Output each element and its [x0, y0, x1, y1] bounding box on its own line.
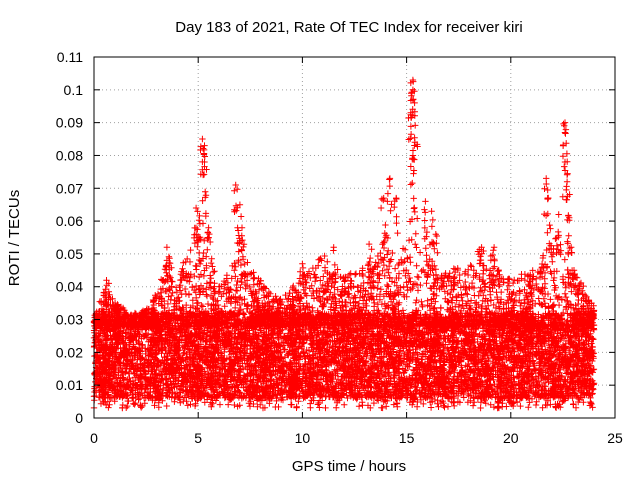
peak-point [299, 260, 306, 267]
peak-point [232, 181, 239, 189]
plot-border [93, 56, 616, 419]
peak-point [238, 224, 246, 231]
peak-point [422, 198, 429, 205]
peak-point [205, 224, 212, 231]
peak-spray [430, 232, 441, 269]
y-tick-label: 0.08 [56, 147, 83, 163]
peak-point [428, 208, 435, 215]
peak-spray [162, 257, 173, 285]
peak-point [409, 152, 417, 159]
peak-point [561, 119, 569, 126]
peak-spray [565, 244, 577, 288]
y-tick-label: 0.07 [56, 180, 83, 196]
chart-title: Day 183 of 2021, Rate Of TEC Index for r… [175, 19, 522, 36]
peak-spray [542, 195, 554, 236]
data-points [90, 76, 598, 412]
peak-spray [191, 208, 201, 250]
y-tick-label: 0.04 [56, 279, 83, 295]
axes: 0 5 10 15 20 25 0 0.01 0.02 0.03 0.04 0.05 0.06 0.07 0… [56, 49, 623, 446]
peak-point [563, 178, 571, 185]
x-tick-label: 10 [295, 430, 311, 446]
peak-point [163, 244, 171, 251]
peak-point [561, 158, 569, 166]
y-tick-label: 0.03 [56, 312, 83, 328]
peak-spray [199, 166, 210, 204]
peak-spray [559, 130, 570, 174]
x-axis-label: GPS time / hours [292, 458, 406, 475]
y-tick-label: 0.1 [64, 82, 84, 98]
y-tick-label: 0.06 [56, 213, 83, 229]
peak-spray [377, 195, 390, 241]
y-tick-label: 0.09 [56, 115, 83, 131]
x-tick-label: 15 [399, 430, 415, 446]
peak-spray [476, 247, 488, 288]
peak-point [490, 244, 498, 251]
peak-spray [328, 247, 339, 290]
y-tick-label: 0.02 [56, 344, 83, 360]
y-tick-label: 0 [75, 410, 83, 426]
peak-spray [489, 247, 498, 288]
peak-point [192, 204, 200, 212]
peak-spray [236, 232, 247, 260]
x-tick-label: 20 [503, 430, 519, 446]
y-axis-label: ROTI / TECUs [6, 190, 23, 286]
peak-point [478, 244, 485, 251]
peak-spray [296, 264, 307, 302]
peak-spray [384, 176, 395, 214]
peak-spray [391, 195, 401, 237]
peak-point [568, 244, 575, 251]
y-tick-label: 0.05 [56, 246, 83, 262]
peak-spray [365, 246, 375, 281]
peak-spray [553, 232, 564, 257]
x-tick-label: 0 [90, 430, 98, 446]
peak-spray [421, 206, 430, 242]
y-tick-label: 0.11 [57, 49, 83, 65]
peak-point [409, 96, 417, 103]
peak-point [543, 175, 550, 182]
peak-spray [231, 186, 241, 215]
peak-point [555, 211, 562, 218]
peak-spray [407, 156, 417, 188]
scatter-cloud [90, 195, 598, 412]
peak-point [199, 135, 206, 143]
peak-spray [100, 280, 113, 309]
peak-spray [203, 230, 215, 267]
x-tick-label: 5 [194, 430, 202, 446]
peak-point [201, 158, 208, 166]
x-tick-label: 25 [607, 430, 623, 446]
peak-point [365, 240, 373, 248]
y-tick-label: 0.01 [56, 377, 83, 393]
peak-spray [405, 112, 417, 154]
